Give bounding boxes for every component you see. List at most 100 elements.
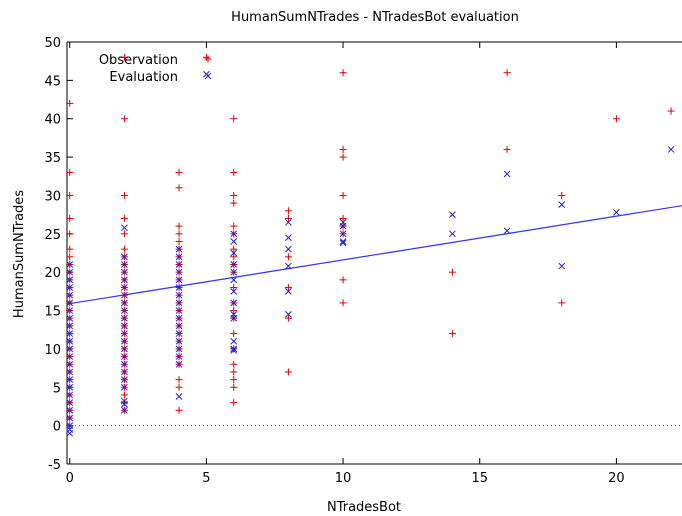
x-stroke-b [66, 314, 74, 322]
x-stroke-b [230, 249, 238, 257]
evaluation-point [121, 400, 128, 408]
observation-point [175, 230, 183, 238]
chart-title: HumanSumNTrades - NTradesBot evaluation [231, 10, 519, 25]
x-stroke-b [667, 146, 675, 153]
x-stroke-b [121, 253, 128, 261]
evaluation-point [230, 276, 238, 284]
observation-point [339, 299, 347, 307]
observation-point [230, 376, 238, 384]
evaluation-point [121, 299, 128, 307]
x-stroke-b [121, 353, 128, 360]
evaluation-point [66, 291, 74, 299]
x-stroke-b [66, 383, 74, 391]
x-stroke-b [121, 397, 128, 405]
y-tick-label: 35 [44, 151, 61, 166]
observation-point [230, 191, 238, 199]
y-tick-label: 40 [44, 113, 61, 128]
evaluation-point [285, 245, 292, 253]
evaluation-point [66, 429, 74, 437]
evaluation-point [175, 299, 183, 307]
x-stroke-b [230, 345, 238, 353]
observation-point [284, 284, 292, 292]
evaluation-point [121, 337, 128, 345]
x-tick-label: 15 [471, 471, 488, 486]
legend-marker-evaluation [204, 72, 212, 80]
observation-point [339, 145, 347, 153]
evaluation-point [66, 360, 74, 368]
evaluation-point [339, 238, 347, 245]
evaluation-point [339, 239, 347, 247]
evaluation-point [230, 337, 238, 345]
x-stroke-b [230, 261, 238, 268]
x-stroke-b [285, 234, 292, 242]
x-stroke-b [230, 276, 238, 284]
x-stroke-b [230, 288, 238, 295]
x-stroke-b [175, 284, 183, 291]
observation-point [284, 253, 292, 261]
x-stroke-b [66, 322, 74, 330]
observation-point [284, 314, 292, 322]
observation-point [339, 191, 347, 199]
evaluation-point [175, 307, 183, 314]
x-stroke-b [339, 238, 347, 245]
x-stroke-b [121, 360, 128, 368]
evaluation-point [230, 345, 238, 353]
x-stroke-b [230, 337, 238, 345]
y-tick-label: 10 [44, 343, 61, 358]
evaluation-point [175, 284, 183, 291]
evaluation-point [121, 406, 128, 414]
x-axis-label: NTradesBot [327, 500, 401, 515]
observation-point [284, 214, 292, 222]
evaluation-point [285, 311, 292, 318]
x-stroke-b [66, 291, 74, 299]
evaluation-point [121, 224, 128, 232]
observation-point [667, 107, 675, 115]
x-stroke-b [449, 211, 456, 218]
evaluation-point [121, 368, 128, 376]
x-stroke-b [121, 299, 128, 307]
x-stroke-b [121, 400, 128, 408]
evaluation-point [175, 360, 183, 368]
x-stroke-b [339, 239, 347, 247]
evaluation-point [121, 314, 128, 322]
x-stroke-b [339, 222, 347, 230]
evaluation-point [175, 245, 183, 253]
evaluation-point [613, 208, 620, 216]
evaluation-point [121, 330, 128, 337]
observation-point [175, 406, 183, 414]
y-tick-label: 20 [44, 266, 61, 281]
x-stroke-b [66, 284, 74, 291]
x-stroke-b [230, 314, 238, 322]
observation-point [120, 245, 128, 253]
x-stroke-b [503, 170, 511, 178]
x-stroke-b [613, 208, 620, 216]
x-stroke-b [175, 330, 183, 337]
observation-point [230, 360, 238, 368]
evaluation-point [66, 353, 74, 360]
observation-point [66, 230, 74, 238]
plot-frame [66, 41, 682, 465]
observation-point [120, 53, 128, 61]
evaluation-point [558, 201, 566, 209]
observation-point [175, 168, 183, 176]
evaluation-point [175, 268, 183, 276]
observation-point [66, 214, 74, 222]
observation-point [503, 69, 511, 77]
observation-point [230, 222, 238, 230]
evaluation-point [175, 291, 183, 299]
evaluation-point [230, 299, 238, 307]
x-stroke-b [66, 360, 74, 368]
x-stroke-b [175, 345, 183, 353]
axis-ticks: -5 0 5 10 15 20 25 30 35 40 45 50 0 5 10 15 20 [44, 36, 624, 486]
evaluation-point [121, 345, 128, 353]
evaluation-point [175, 330, 183, 337]
x-stroke-b [66, 330, 74, 337]
x-stroke-b [66, 261, 74, 268]
evaluation-point [230, 238, 238, 245]
y-tick-label: 15 [44, 305, 61, 320]
observation-point [230, 115, 238, 123]
observation-point [175, 222, 183, 230]
observation-point [284, 368, 292, 376]
observation-point [230, 168, 238, 176]
x-stroke-b [121, 368, 128, 376]
